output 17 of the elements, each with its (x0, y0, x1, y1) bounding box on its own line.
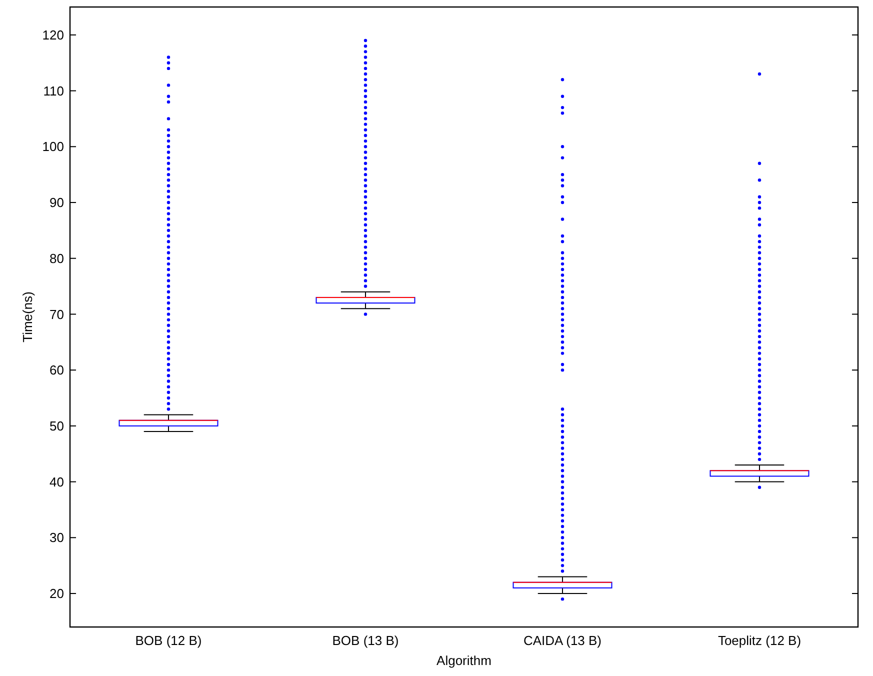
y-tick-label: 60 (50, 362, 64, 378)
x-tick-label: BOB (12 B) (135, 633, 202, 648)
y-tick-label: 50 (50, 418, 64, 434)
x-tick-label: BOB (13 B) (332, 633, 399, 648)
y-tick-label: 100 (42, 139, 64, 154)
x-tick-label: Toeplitz (12 B) (718, 633, 802, 648)
y-tick-label: 110 (43, 83, 64, 98)
y-tick-label: 20 (50, 586, 64, 602)
y-tick-label: 80 (50, 250, 64, 266)
y-tick-label: 90 (50, 195, 64, 210)
y-axis-title: Time(ns) (20, 292, 35, 342)
y-tick-label: 70 (50, 306, 64, 322)
x-axis-title: Algorithm (436, 653, 492, 668)
x-tick-label: CAIDA (13 B) (523, 633, 602, 648)
y-tick-label: 30 (50, 530, 64, 546)
y-tick-label: 40 (50, 474, 64, 490)
y-tick-label: 120 (42, 27, 64, 42)
